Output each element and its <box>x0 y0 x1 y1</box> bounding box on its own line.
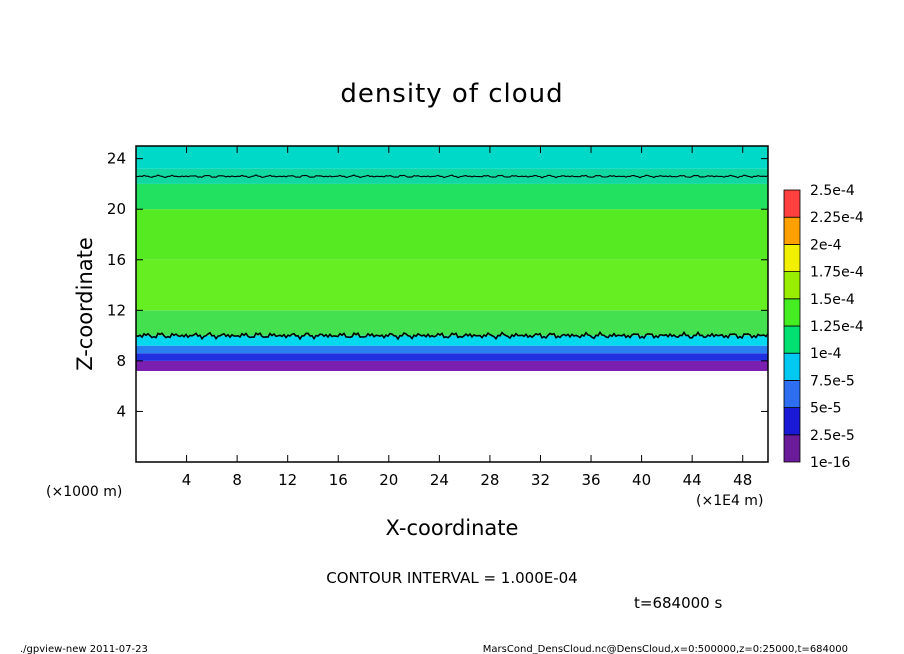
y-tick-label: 12 <box>107 301 126 319</box>
colorbar-label: 2.25e-4 <box>810 210 864 226</box>
colorbar-swatch <box>783 189 801 218</box>
time-label: t=684000 s <box>634 594 722 612</box>
x-tick-label: 12 <box>278 471 297 489</box>
footer-right: MarsCond_DensCloud.nc@DensCloud,x=0:5000… <box>483 644 848 654</box>
colorbar: 1e-16 2.5e-5 5e-5 7.5e-5 1e-4 1.25e-4 1.5e-4 1.… <box>783 183 864 471</box>
x-tick-label: 32 <box>531 471 550 489</box>
colorbar-label: 2.5e-5 <box>810 428 855 444</box>
density-band <box>136 209 768 260</box>
density-band <box>136 345 768 354</box>
chart-title: density of cloud <box>340 79 563 109</box>
contour-line <box>135 330 769 341</box>
y-tick-label: 24 <box>107 150 126 168</box>
colorbar-label: 1.25e-4 <box>810 319 864 335</box>
y-tick-label: 20 <box>107 200 126 218</box>
colorbar-label: 5e-5 <box>810 401 841 417</box>
x-tick-label: 44 <box>683 471 702 489</box>
colorbar-swatch <box>783 407 801 436</box>
x-ticks: 4 8 12 16 20 24 28 32 36 40 44 48 <box>182 146 752 489</box>
x-tick-label: 28 <box>480 471 499 489</box>
colorbar-label: 7.5e-5 <box>810 373 855 389</box>
colorbar-swatch <box>783 271 801 300</box>
colorbar-label: 1e-4 <box>810 346 842 362</box>
density-band <box>136 310 768 336</box>
colorbar-swatch <box>783 325 801 354</box>
contour-lines <box>135 174 769 341</box>
contour-line <box>135 174 769 179</box>
x-tick-label: 20 <box>379 471 398 489</box>
density-bands <box>136 146 768 371</box>
colorbar-label: 1e-16 <box>810 455 850 471</box>
x-tick-label: 40 <box>632 471 651 489</box>
contour-interval-label: CONTOUR INTERVAL = 1.000E-04 <box>326 569 577 587</box>
colorbar-label: 1.5e-4 <box>810 292 855 308</box>
density-band <box>136 259 768 311</box>
y-ticks: 4 8 12 16 20 24 <box>107 150 768 420</box>
density-band <box>136 168 768 184</box>
y-axis-title: Z-coordinate <box>73 237 97 371</box>
x-tick-label: 48 <box>733 471 752 489</box>
y-tick-label: 16 <box>107 251 126 269</box>
density-band <box>136 183 768 210</box>
x-tick-label: 16 <box>329 471 348 489</box>
density-band <box>136 335 768 346</box>
x-unit-label: (×1E4 m) <box>696 493 763 509</box>
y-tick-label: 4 <box>116 402 126 420</box>
colorbar-label: 1.75e-4 <box>810 265 864 281</box>
colorbar-swatch <box>783 379 801 408</box>
density-band <box>136 353 768 361</box>
y-tick-label: 8 <box>116 352 126 370</box>
density-band <box>136 146 768 169</box>
colorbar-label: 2e-4 <box>810 237 842 253</box>
x-axis-title: X-coordinate <box>386 516 519 540</box>
x-tick-label: 24 <box>430 471 449 489</box>
colorbar-swatch <box>783 243 801 272</box>
x-tick-label: 8 <box>232 471 242 489</box>
colorbar-swatch <box>783 216 801 245</box>
colorbar-label: 2.5e-4 <box>810 183 855 199</box>
footer-left: ./gpview-new 2011-07-23 <box>20 644 148 654</box>
x-tick-label: 36 <box>581 471 600 489</box>
y-unit-label: (×1000 m) <box>46 484 122 500</box>
colorbar-swatch <box>783 352 801 381</box>
colorbar-swatch <box>783 298 801 327</box>
plot-frame <box>135 145 769 463</box>
density-band <box>136 360 768 371</box>
colorbar-swatch <box>783 434 801 463</box>
x-tick-label: 4 <box>182 471 192 489</box>
